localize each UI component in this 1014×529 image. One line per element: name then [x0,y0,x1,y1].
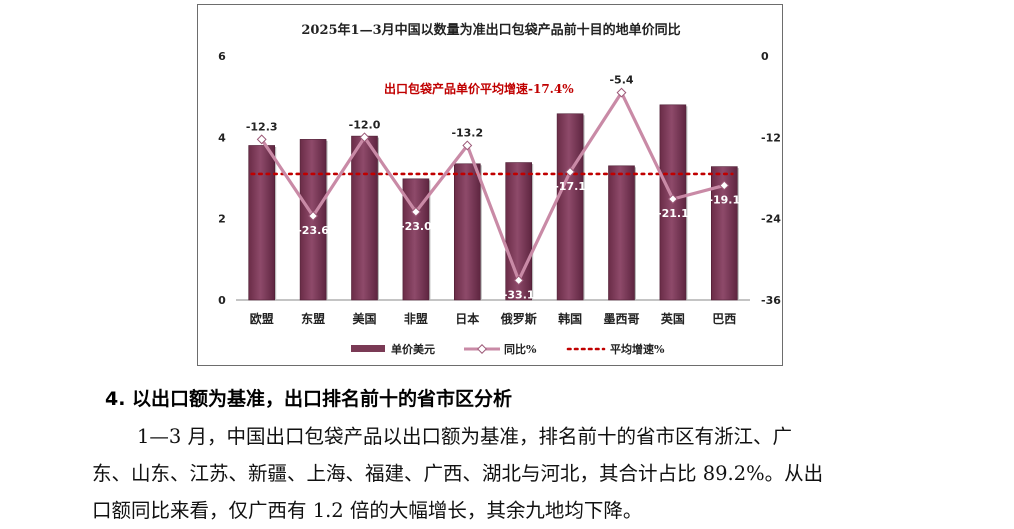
category-label: 欧盟 [250,311,274,326]
category-label: 巴西 [712,312,736,326]
paragraph-line-2: 东、山东、江苏、新疆、上海、福建、广西、湖北与河北，其合计占比 89.2%。从出 [92,462,824,485]
right-axis-tick-label: 0 [761,50,769,63]
left-axis-tick-label: 6 [218,50,226,63]
yoy-line [260,90,725,282]
bar [453,163,481,301]
category-label: 墨西哥 [603,312,639,326]
yoy-point [410,206,421,217]
legend-label-yoy: 同比% [504,342,537,356]
average-annotation: 出口包袋产品单价平均增速-17.4% [384,81,574,96]
legend-label-average: 平均增速% [610,342,665,356]
right-axis-tick-label: -24 [761,213,781,226]
yoy-point [359,132,370,143]
legend-swatch-bar [351,345,385,352]
left-axis-tick-label: 0 [218,294,226,307]
right-axis-tick-label: -36 [761,294,781,307]
yoy-data-label: -23.0 [400,220,432,233]
yoy-point [667,194,678,204]
yoy-point [462,140,473,151]
yoy-data-label: -21.1 [657,207,689,220]
bar [608,165,635,301]
yoy-point [256,134,267,145]
yoy-point [308,211,319,221]
legend-marker-yoy [477,344,487,354]
right-axis-tick-label: -12 [761,131,781,144]
bar [351,135,378,301]
bar [248,145,276,301]
yoy-data-label: -17.1 [554,180,586,193]
left-axis-tick-label: 2 [218,213,226,226]
yoy-point [513,275,524,286]
yoy-data-label: -33.1 [503,288,535,301]
paragraph-line-3: 口额同比来看，仅广西有 1.2 倍的大幅增长，其余九地均下降。 [92,499,643,522]
category-label: 俄罗斯 [500,311,537,326]
yoy-point [565,166,576,177]
category-label: 韩国 [558,311,582,326]
bar [556,113,584,301]
category-label: 非盟 [404,311,428,326]
yoy-data-label: -19.1 [708,193,740,206]
yoy-point [616,87,627,98]
category-label: 美国 [352,311,376,326]
yoy-data-label: -23.6 [297,224,329,237]
yoy-data-label: -12.3 [246,120,278,133]
body-paragraph: 1—3 月，中国出口包袋产品以出口额为基准，排名前十的省市区有浙江、广 东、山东… [92,418,932,529]
yoy-data-label: -5.4 [609,74,633,87]
section-heading: 4. 以出口额为基准，出口排名前十的省市区分析 [105,388,513,410]
category-label: 英国 [661,311,685,326]
chart-title: 2025年1—3月中国以数量为准出口包袋产品前十目的地单价同比 [301,22,680,38]
chart-container: 2025年1—3月中国以数量为准出口包袋产品前十目的地单价同比 0 2 4 6 0 -12 -… [197,4,783,366]
paragraph-line-1: 1—3 月，中国出口包袋产品以出口额为基准，排名前十的省市区有浙江、广 [137,425,793,448]
yoy-data-label: -13.2 [451,126,483,139]
legend-label-bar: 单价美元 [391,342,435,356]
yoy-data-label: -12.0 [349,118,381,131]
left-axis-tick-label: 4 [218,131,226,144]
chart-svg: 2025年1—3月中国以数量为准出口包袋产品前十目的地单价同比 0 2 4 6 0 -12 -… [218,22,781,356]
yoy-point [719,180,730,191]
category-label: 东盟 [301,311,325,326]
category-label: 日本 [455,311,479,326]
